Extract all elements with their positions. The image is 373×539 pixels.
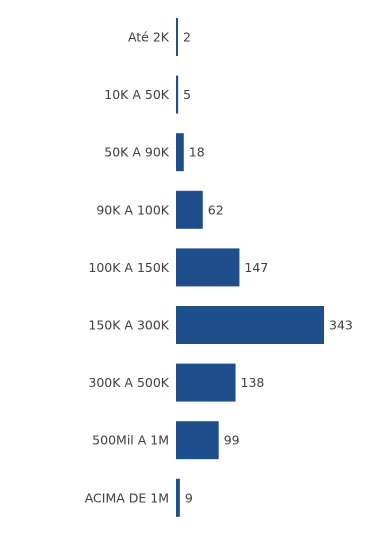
value-label: 9 xyxy=(185,490,193,505)
bar xyxy=(176,75,179,114)
category-label: 50K A 90K xyxy=(104,145,170,160)
category-label: 150K A 300K xyxy=(88,318,169,333)
category-label: 90K A 100K xyxy=(96,202,169,217)
value-label: 99 xyxy=(224,433,240,448)
category-label: 10K A 50K xyxy=(104,87,170,102)
bar xyxy=(176,133,184,172)
bar xyxy=(176,421,219,460)
value-label: 18 xyxy=(189,145,205,160)
bar xyxy=(176,306,324,344)
value-label: 343 xyxy=(329,318,353,333)
value-label: 2 xyxy=(183,30,191,45)
bar xyxy=(176,363,236,402)
category-label: Até 2K xyxy=(128,30,170,45)
bar xyxy=(176,190,203,229)
category-label: 100K A 150K xyxy=(88,260,169,275)
value-label: 5 xyxy=(183,87,191,102)
bar xyxy=(176,18,178,56)
value-label: 147 xyxy=(244,260,268,275)
bar xyxy=(176,478,180,517)
category-label: ACIMA DE 1M xyxy=(85,490,169,505)
value-label: 62 xyxy=(208,202,224,217)
value-label: 138 xyxy=(241,375,265,390)
category-label: 500Mil A 1M xyxy=(92,433,169,448)
bar xyxy=(176,248,240,287)
category-label: 300K A 500K xyxy=(88,375,169,390)
